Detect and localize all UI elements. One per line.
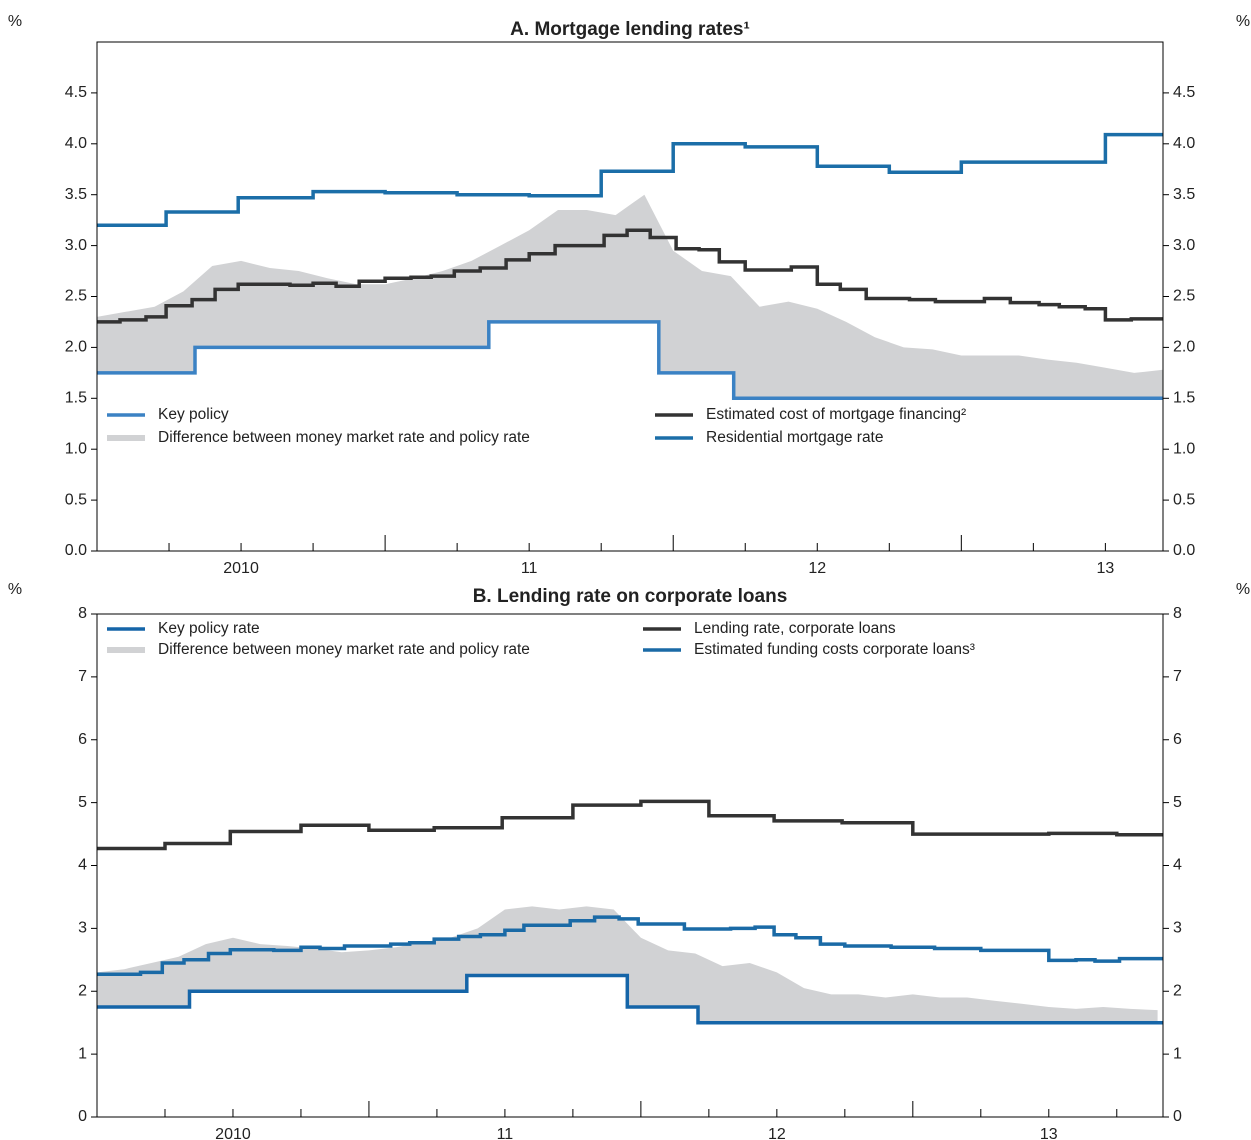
y-tick-label: 8 (1173, 605, 1182, 622)
y-tick-label: 2.5 (65, 288, 87, 305)
y-tick-label: 3.0 (1173, 237, 1195, 254)
x-tick-label: 11 (497, 1126, 514, 1140)
step-line (97, 132, 1163, 227)
y-tick-label: 0.5 (65, 491, 87, 508)
y-unit-left: % (8, 581, 22, 598)
y-unit-right: % (1236, 581, 1250, 598)
chart-title: A. Mortgage lending rates¹ (510, 19, 750, 40)
y-tick-label: 4.0 (1173, 135, 1195, 152)
plot-frame (96, 613, 1164, 1118)
difference-area (97, 906, 1158, 1023)
y-tick-label: 0.0 (1173, 542, 1195, 559)
y-unit-left: % (8, 13, 22, 30)
y-tick-label: 1 (78, 1045, 87, 1062)
x-tick-label: 11 (521, 560, 538, 577)
legend-label: Estimated funding costs corporate loans³ (694, 641, 975, 658)
y-tick-label: 1 (1173, 1045, 1182, 1062)
x-tick-label: 2010 (223, 560, 259, 577)
y-tick-label: 7 (78, 668, 87, 685)
y-tick-label: 4 (78, 857, 87, 874)
legend-label: Key policy rate (158, 620, 260, 637)
y-tick-label: 2 (78, 982, 87, 999)
x-tick-label: 12 (808, 560, 826, 577)
step-line (97, 915, 1163, 977)
y-tick-label: 0.5 (1173, 491, 1195, 508)
legend-label: Difference between money market rate and… (158, 641, 530, 658)
step-line (97, 228, 1163, 324)
y-tick-label: 4 (1173, 857, 1182, 874)
y-tick-label: 1.5 (1173, 390, 1195, 407)
legend-label: Residential mortgage rate (706, 429, 884, 446)
y-tick-label: 0.0 (65, 542, 87, 559)
legend-label: Lending rate, corporate loans (694, 620, 896, 637)
difference-area (97, 194, 1163, 399)
y-tick-label: 7 (1173, 668, 1182, 685)
step-line (97, 973, 1163, 1025)
y-tick-label: 3.0 (65, 237, 87, 254)
y-tick-label: 1.0 (1173, 440, 1195, 457)
y-tick-label: 8 (78, 605, 87, 622)
y-tick-label: 2 (1173, 982, 1182, 999)
y-tick-label: 0 (78, 1108, 87, 1125)
y-tick-label: 3.5 (1173, 186, 1195, 203)
legend-label: Difference between money market rate and… (158, 429, 530, 446)
x-tick-label: 2010 (215, 1126, 251, 1140)
y-tick-label: 5 (1173, 794, 1182, 811)
y-tick-label: 3 (78, 920, 87, 937)
y-tick-label: 2.5 (1173, 288, 1195, 305)
y-tick-label: 2.0 (65, 339, 87, 356)
legend-label: Estimated cost of mortgage financing² (706, 406, 966, 423)
y-tick-label: 5 (78, 794, 87, 811)
x-tick-label: 12 (768, 1126, 786, 1140)
y-tick-label: 4.0 (65, 135, 87, 152)
step-line (97, 320, 1163, 401)
step-line (97, 799, 1163, 851)
legend-label: Key policy (158, 406, 229, 423)
y-tick-label: 6 (78, 731, 87, 748)
y-tick-label: 4.5 (65, 84, 87, 101)
y-tick-label: 0 (1173, 1108, 1182, 1125)
y-tick-label: 1.0 (65, 440, 87, 457)
y-tick-label: 3 (1173, 920, 1182, 937)
x-tick-label: 13 (1040, 1126, 1058, 1140)
chart-title: B. Lending rate on corporate loans (473, 586, 788, 607)
y-tick-label: 4.5 (1173, 84, 1195, 101)
y-tick-label: 1.5 (65, 390, 87, 407)
y-tick-label: 3.5 (65, 186, 87, 203)
y-tick-label: 6 (1173, 731, 1182, 748)
x-tick-label: 13 (1096, 560, 1114, 577)
y-tick-label: 2.0 (1173, 339, 1195, 356)
y-unit-right: % (1236, 13, 1250, 30)
